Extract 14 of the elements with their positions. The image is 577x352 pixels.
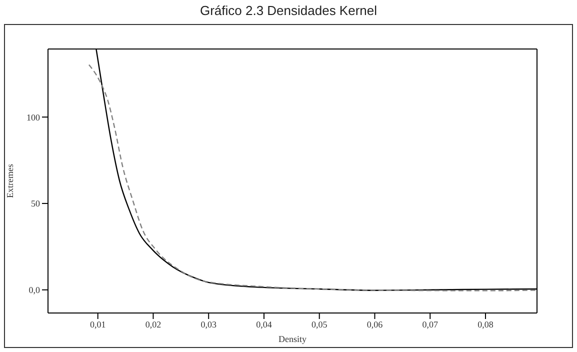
y-tick-label: 0,0	[28, 285, 40, 296]
x-tick-label: 0,01	[90, 319, 106, 330]
chart-title: Gráfico 2.3 Densidades Kernel	[198, 3, 378, 18]
y-tick-label: 50	[31, 198, 40, 209]
x-tick-label: 0,02	[145, 319, 162, 330]
y-axis-title: Extremes	[5, 164, 16, 198]
x-tick-label: 0,08	[478, 319, 494, 330]
x-tick-label: 0,03	[200, 319, 217, 330]
x-tick-label: 0,06	[366, 319, 384, 330]
x-tick-label: 0,07	[422, 319, 438, 330]
y-tick-label: 100	[26, 112, 40, 122]
x-tick-label: 0,04	[256, 319, 272, 330]
x-axis-title: Density	[278, 334, 307, 344]
x-tick-label: 0,05	[311, 319, 328, 330]
